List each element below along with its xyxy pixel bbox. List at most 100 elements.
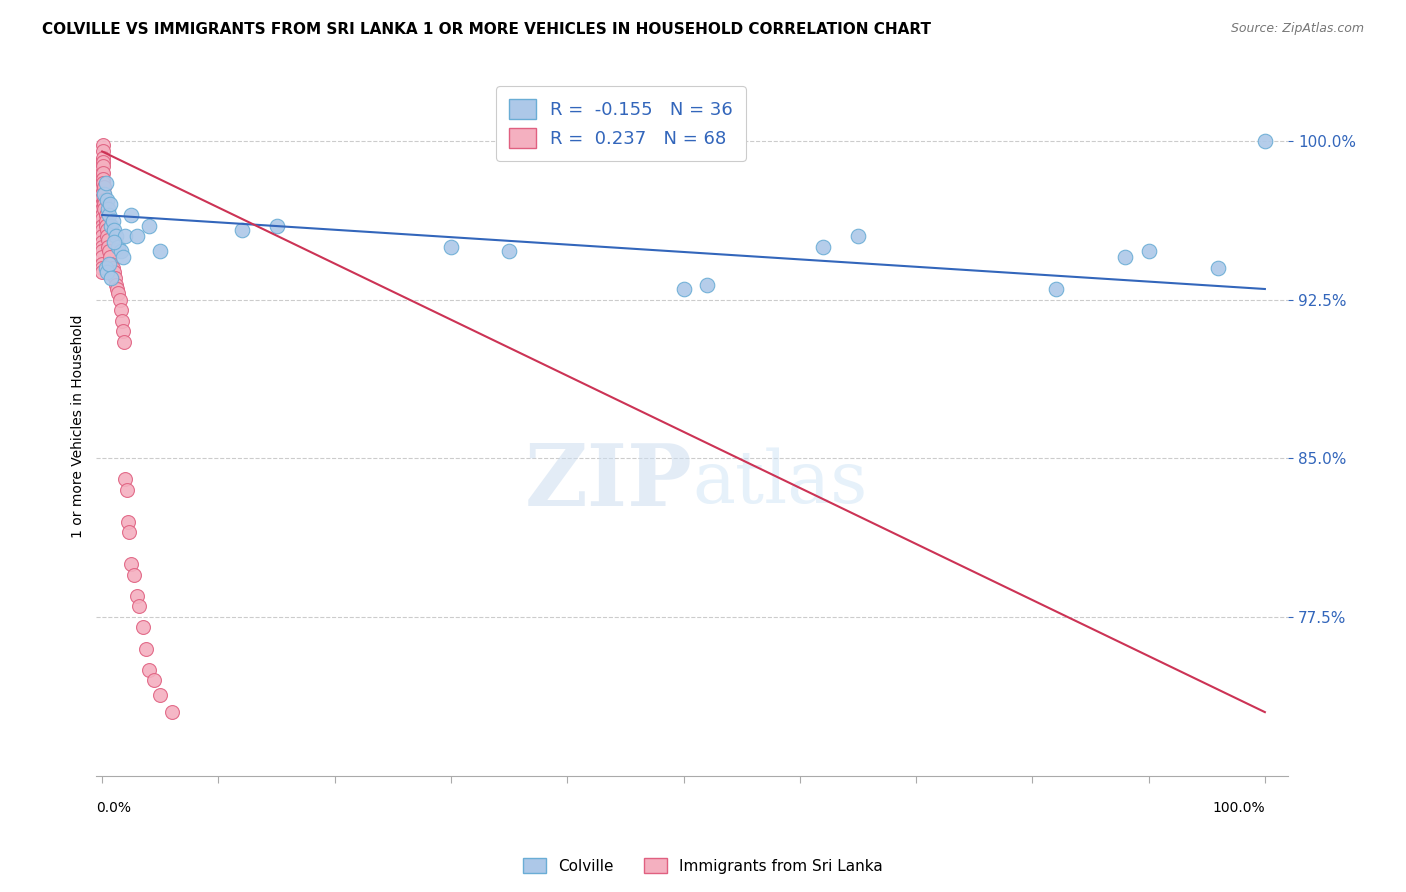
Point [91,229,114,244]
Point [266,219,288,233]
Legend: R =  -0.155   N = 36, R =  0.237   N = 68: R = -0.155 N = 36, R = 0.237 N = 68 [496,87,745,161]
Point [101,260,124,275]
Point [440,240,463,254]
Point [94,208,117,222]
Point [104,271,127,285]
Point [91,186,114,201]
Point [91,265,114,279]
Point [100,257,122,271]
Point [1114,250,1136,264]
Point [114,472,136,486]
Y-axis label: 1 or more Vehicles in Household: 1 or more Vehicles in Household [72,315,86,538]
Point [91,202,114,216]
Point [93,186,115,201]
Point [91,155,114,169]
Point [100,271,122,285]
Point [105,282,128,296]
Point [91,172,114,186]
Point [498,244,520,258]
Point [108,293,131,307]
Point [149,244,172,258]
Point [91,223,114,237]
Point [125,229,148,244]
Point [160,705,183,719]
Point [111,314,134,328]
Point [1208,260,1230,275]
Point [103,223,125,237]
Point [107,240,129,254]
Point [93,180,115,194]
Point [91,145,114,159]
Point [1137,244,1160,258]
Point [91,212,114,227]
Point [91,176,114,190]
Point [1254,134,1277,148]
Point [107,286,129,301]
Point [696,277,718,292]
Point [91,219,114,233]
Point [93,197,115,211]
Point [1045,282,1067,296]
Point [846,229,869,244]
Point [135,641,157,656]
Point [231,223,253,237]
Point [138,219,160,233]
Text: 0.0%: 0.0% [97,801,131,815]
Point [110,303,132,318]
Point [91,257,114,271]
Point [98,208,121,222]
Point [91,244,114,258]
Point [138,663,160,677]
Point [91,151,114,165]
Point [112,334,135,349]
Point [105,229,128,244]
Point [114,229,136,244]
Point [91,166,114,180]
Point [94,260,117,275]
Point [91,155,114,169]
Text: COLVILLE VS IMMIGRANTS FROM SRI LANKA 1 OR MORE VEHICLES IN HOUSEHOLD CORRELATIO: COLVILLE VS IMMIGRANTS FROM SRI LANKA 1 … [42,22,931,37]
Point [149,688,172,702]
Point [112,324,135,338]
Point [98,250,121,264]
Point [96,223,118,237]
Point [91,166,114,180]
Legend: Colville, Immigrants from Sri Lanka: Colville, Immigrants from Sri Lanka [517,852,889,880]
Point [128,599,150,614]
Point [120,557,142,571]
Point [112,250,135,264]
Point [811,240,834,254]
Text: 100.0%: 100.0% [1212,801,1265,815]
Point [93,193,115,207]
Point [97,240,120,254]
Point [91,208,114,222]
Point [98,257,121,271]
Point [118,525,141,540]
Point [93,202,115,216]
Point [93,186,115,201]
Point [125,589,148,603]
Point [96,193,118,207]
Point [91,191,114,205]
Point [91,235,114,250]
Point [91,240,114,254]
Point [91,138,114,153]
Point [122,567,145,582]
Point [97,202,120,216]
Point [103,235,125,250]
Point [91,180,114,194]
Point [96,265,118,279]
Point [103,265,125,279]
Point [96,229,118,244]
Point [100,219,122,233]
Point [672,282,695,296]
Point [94,219,117,233]
Point [97,233,120,247]
Point [132,620,155,634]
Text: atlas: atlas [692,447,868,517]
Text: ZIP: ZIP [524,441,692,524]
Point [91,176,114,190]
Point [91,197,114,211]
Point [94,176,117,190]
Point [115,483,138,497]
